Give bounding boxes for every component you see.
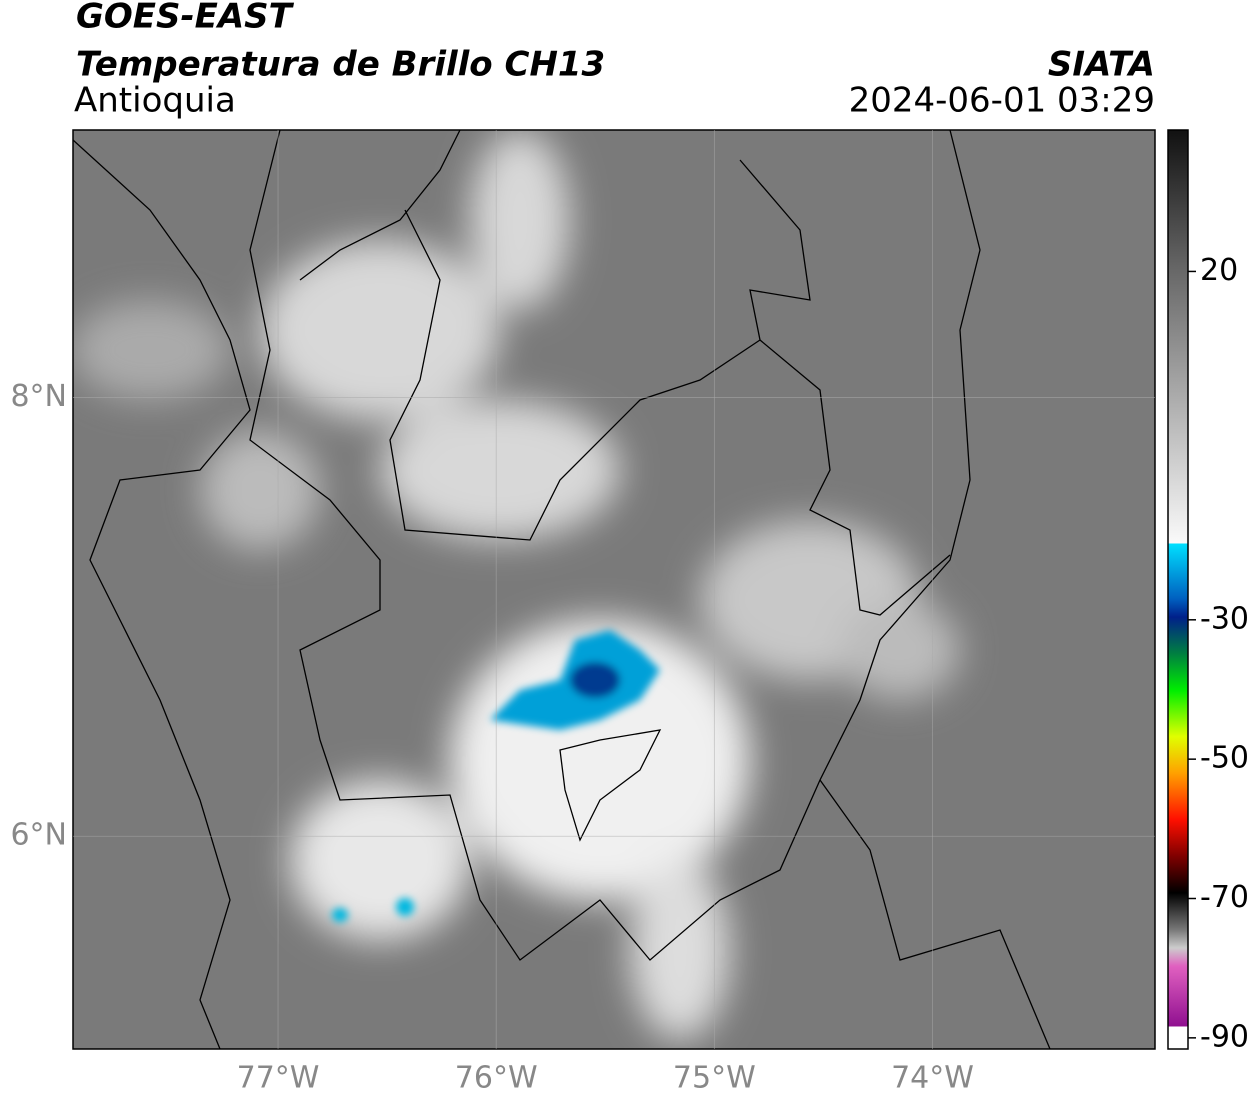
colorbar-tick-label: -30 xyxy=(1200,601,1249,636)
map-frame xyxy=(72,129,1156,1050)
colorbar-tick-label: -90 xyxy=(1200,1019,1249,1054)
colorbar-tick-label: -70 xyxy=(1200,880,1249,915)
lon-tick-label: 77°W xyxy=(237,1061,320,1096)
colorbar-tick-label: 20 xyxy=(1200,253,1238,288)
title: GOES-EAST xyxy=(76,0,295,37)
satellite-image xyxy=(73,130,1155,1049)
lon-tick-label: 75°W xyxy=(673,1061,756,1096)
colorbar xyxy=(1167,129,1189,1050)
lon-tick-label: 74°W xyxy=(891,1061,974,1096)
datetime: 2024-06-01 03:29 xyxy=(849,81,1155,121)
source: SIATA xyxy=(1048,45,1155,85)
colorbar-tick-label: -50 xyxy=(1200,741,1249,776)
lat-tick-label: 6°N xyxy=(10,818,67,853)
lat-tick-label: 8°N xyxy=(10,379,67,414)
subtitle: Temperatura de Brillo CH13 xyxy=(76,45,605,85)
lon-tick-label: 76°W xyxy=(455,1061,538,1096)
region: Antioquia xyxy=(74,81,236,121)
